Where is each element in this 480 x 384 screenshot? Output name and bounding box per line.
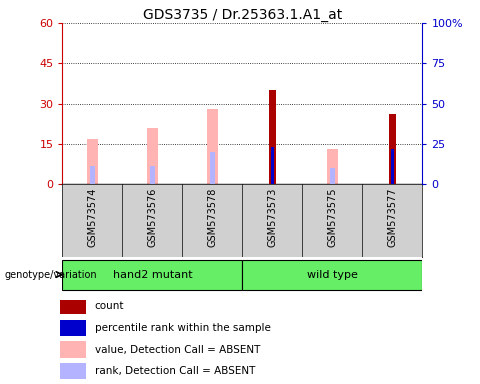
Bar — [90, 166, 95, 184]
Bar — [210, 152, 215, 184]
Text: GSM573575: GSM573575 — [327, 188, 337, 247]
Text: value, Detection Call = ABSENT: value, Detection Call = ABSENT — [95, 344, 260, 354]
Bar — [391, 149, 394, 184]
Bar — [60, 319, 86, 336]
Bar — [87, 139, 98, 184]
Bar — [150, 166, 155, 184]
Bar — [60, 298, 86, 314]
Text: GSM573576: GSM573576 — [147, 188, 157, 247]
Text: GSM573574: GSM573574 — [87, 188, 97, 247]
Bar — [147, 128, 158, 184]
Text: GSM573573: GSM573573 — [267, 188, 277, 247]
Bar — [389, 114, 396, 184]
Bar — [271, 147, 274, 184]
Text: rank, Detection Call = ABSENT: rank, Detection Call = ABSENT — [95, 366, 255, 376]
Text: wild type: wild type — [307, 270, 358, 280]
Text: count: count — [95, 301, 124, 311]
FancyBboxPatch shape — [62, 260, 242, 290]
FancyBboxPatch shape — [242, 260, 422, 290]
Bar — [330, 168, 335, 184]
Title: GDS3735 / Dr.25363.1.A1_at: GDS3735 / Dr.25363.1.A1_at — [143, 8, 342, 22]
Bar — [327, 149, 338, 184]
Bar — [60, 341, 86, 358]
Text: GSM573577: GSM573577 — [387, 188, 397, 247]
Text: genotype/variation: genotype/variation — [5, 270, 97, 280]
Bar — [60, 363, 86, 379]
Text: hand2 mutant: hand2 mutant — [113, 270, 192, 280]
Bar — [269, 90, 276, 184]
Text: percentile rank within the sample: percentile rank within the sample — [95, 323, 270, 333]
Bar — [207, 109, 218, 184]
Text: GSM573578: GSM573578 — [207, 188, 217, 247]
